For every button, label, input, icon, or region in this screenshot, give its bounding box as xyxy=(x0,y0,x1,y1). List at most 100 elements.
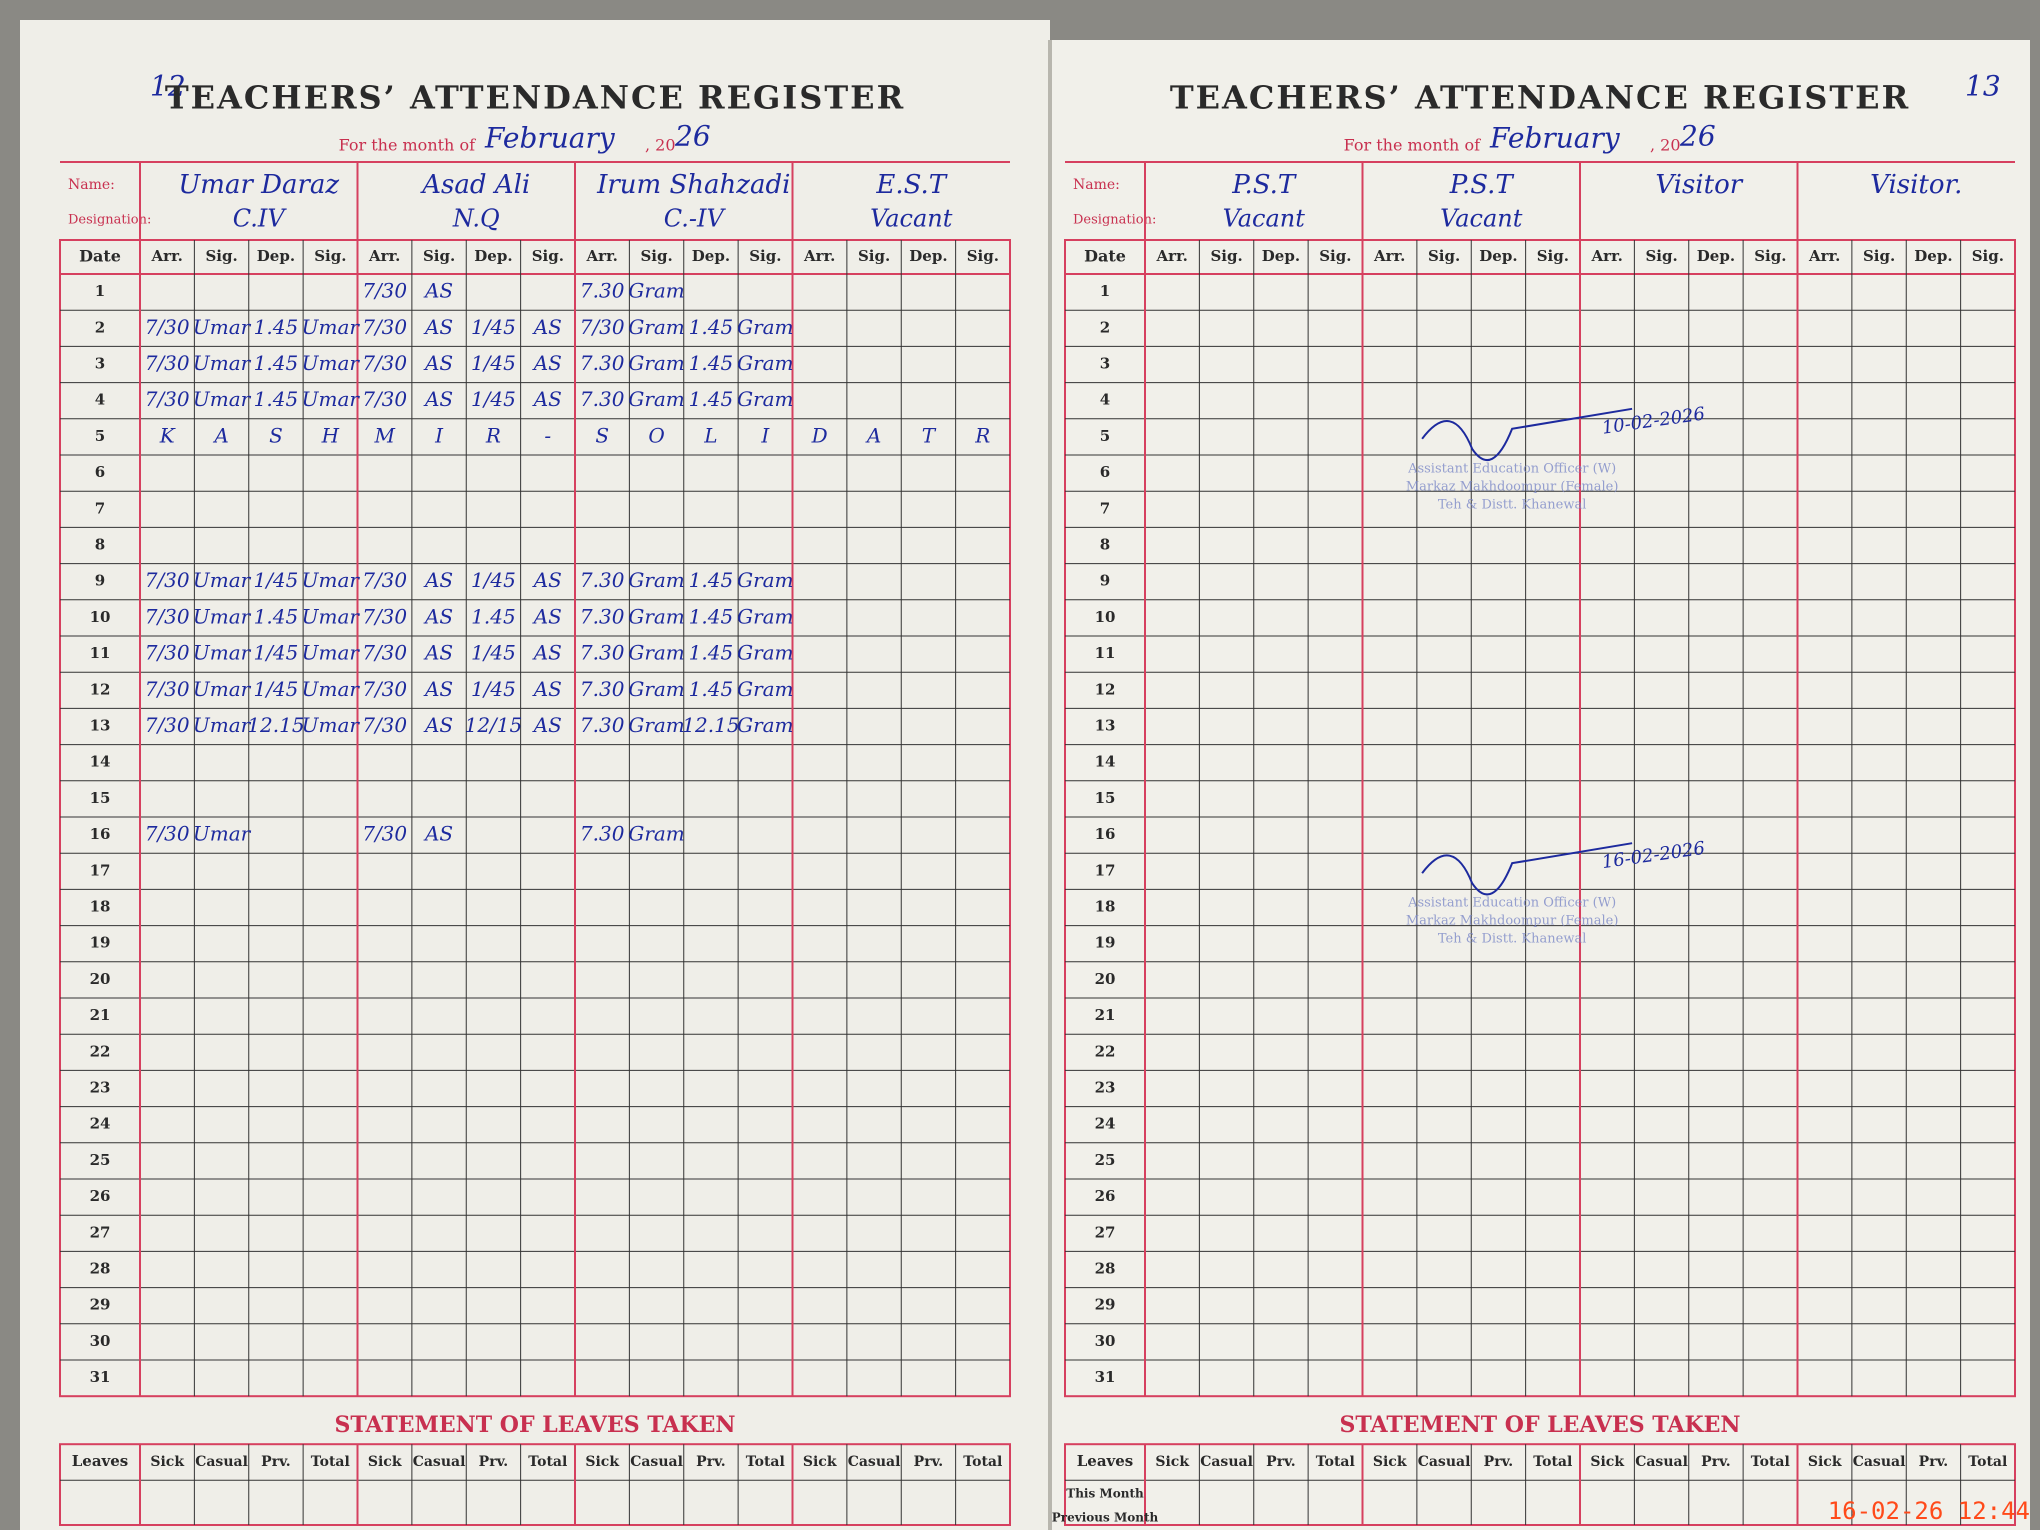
leaves-column: Total xyxy=(1316,1454,1355,1470)
date: 11 xyxy=(90,644,111,662)
entry: Gram xyxy=(628,604,684,628)
leaves-column: Casual xyxy=(413,1454,466,1470)
entry: - xyxy=(544,423,551,447)
stamp-line: Teh & Distt. Khanewal xyxy=(1438,932,1586,947)
leaves-column: Sick xyxy=(585,1454,619,1470)
column-header: Arr. xyxy=(1156,247,1188,265)
entry: Umar xyxy=(302,641,361,665)
column-header: Arr. xyxy=(368,247,400,265)
entry: S xyxy=(595,423,609,447)
page-number: 13 xyxy=(1965,70,2001,103)
leaves-column: Total xyxy=(528,1454,567,1470)
date: 22 xyxy=(90,1042,111,1060)
name-label: Name: xyxy=(1073,177,1120,193)
date: 27 xyxy=(1095,1223,1116,1241)
entry: 7/30 xyxy=(362,604,407,628)
entry: Gram xyxy=(628,568,684,592)
date: 21 xyxy=(90,1006,111,1024)
entry: A xyxy=(212,423,228,447)
date: 11 xyxy=(1095,644,1116,662)
entry: 7/30 xyxy=(145,677,190,701)
signature xyxy=(1421,407,1633,461)
entry: 1/45 xyxy=(471,677,516,701)
entry: Gram xyxy=(628,279,684,303)
entry: Umar xyxy=(302,713,361,737)
leaves-title: STATEMENT OF LEAVES TAKEN xyxy=(334,1412,735,1438)
entry: AS xyxy=(423,351,453,375)
teacher-name: P.S.T xyxy=(1231,170,1297,200)
date: 12 xyxy=(90,680,111,698)
column-header: Arr. xyxy=(151,247,183,265)
entry: Gram xyxy=(737,568,793,592)
entry: Gram xyxy=(628,822,684,846)
teacher-designation: C.IV xyxy=(233,205,288,233)
entry: 7/30 xyxy=(362,641,407,665)
entry: Gram xyxy=(628,351,684,375)
leaves-column: Prv. xyxy=(261,1454,291,1470)
leaves-column: Casual xyxy=(1853,1454,1906,1470)
leaves-border xyxy=(1064,1443,2016,1526)
date: 25 xyxy=(1095,1151,1116,1169)
entry: I xyxy=(434,423,444,447)
entry: 7.30 xyxy=(580,641,625,665)
column-header: Dep. xyxy=(692,247,730,265)
teacher-name: E.S.T xyxy=(875,170,947,200)
date: 31 xyxy=(1095,1368,1116,1386)
leaves-column: Total xyxy=(963,1454,1002,1470)
entry: 1.45 xyxy=(254,315,299,339)
entry: 1.45 xyxy=(689,641,734,665)
column-header: Dep. xyxy=(1914,247,1952,265)
column-header: Sig. xyxy=(1428,247,1460,265)
date: 19 xyxy=(1095,934,1116,952)
date-header: Date xyxy=(1084,247,1126,266)
date: 31 xyxy=(90,1368,111,1386)
entry: 1.45 xyxy=(689,351,734,375)
column-header: Dep. xyxy=(1262,247,1300,265)
entry: 1/45 xyxy=(253,677,298,701)
entry: Gram xyxy=(737,713,793,737)
date: 2 xyxy=(1100,318,1110,336)
teacher-designation: Vacant xyxy=(1223,205,1306,233)
column-header: Sig. xyxy=(1645,247,1677,265)
leaves-column: Prv. xyxy=(1701,1454,1731,1470)
entry: I xyxy=(760,423,770,447)
stamp-line: Assistant Education Officer (W) xyxy=(1407,896,1616,911)
entry: 1/45 xyxy=(471,315,516,339)
register-title: TEACHERS’ ATTENDANCE REGISTER xyxy=(1170,79,1910,117)
leaves-column: Prv. xyxy=(696,1454,726,1470)
date: 3 xyxy=(1100,355,1110,373)
entry: Umar xyxy=(193,604,252,628)
name-label: Name: xyxy=(68,177,115,193)
entry: H xyxy=(321,423,340,447)
column-header: Dep. xyxy=(1697,247,1735,265)
date: 20 xyxy=(1095,970,1116,988)
entry: Umar xyxy=(302,315,361,339)
entry: Umar xyxy=(193,315,252,339)
entry: 7.30 xyxy=(580,568,625,592)
column-header: Dep. xyxy=(474,247,512,265)
stamp-line: Markaz Makhdoompur (Female) xyxy=(1406,479,1619,494)
entry: AS xyxy=(423,315,453,339)
entry: Gram xyxy=(628,315,684,339)
date: 15 xyxy=(90,789,111,807)
leaves-row-label: This Month xyxy=(1066,1487,1144,1501)
leaves-column: Sick xyxy=(803,1454,837,1470)
date-header: Date xyxy=(79,247,121,266)
leaves-column: Sick xyxy=(1373,1454,1407,1470)
leaves-column: Sick xyxy=(150,1454,184,1470)
entry: AS xyxy=(532,351,562,375)
column-header: Dep. xyxy=(909,247,947,265)
table-border xyxy=(59,239,1011,1398)
entry: AS xyxy=(423,822,453,846)
entry: Umar xyxy=(193,351,252,375)
entry: 12/15 xyxy=(465,713,523,737)
entry: Gram xyxy=(737,641,793,665)
entry: 7.30 xyxy=(580,351,625,375)
entry: 7.30 xyxy=(580,279,625,303)
date: 10 xyxy=(1095,608,1116,626)
entry: 7/30 xyxy=(145,604,190,628)
entry: Gram xyxy=(737,677,793,701)
column-header: Sig. xyxy=(1972,247,2004,265)
entry: 1.45 xyxy=(689,677,734,701)
